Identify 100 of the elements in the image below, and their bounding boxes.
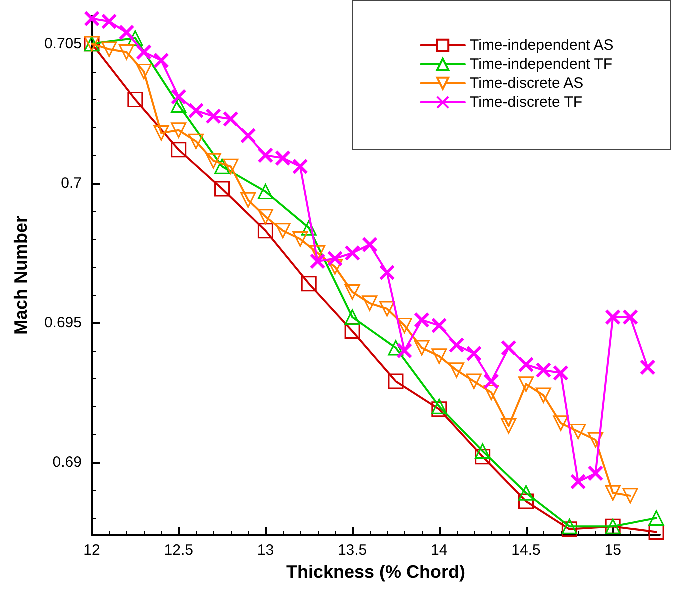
point [475, 444, 491, 460]
point [136, 44, 152, 60]
point [171, 142, 187, 158]
x-axis-title: Thickness (% Chord) [286, 562, 466, 582]
legend-label: Time-independent AS [470, 37, 614, 54]
point [536, 388, 552, 404]
point [562, 518, 578, 534]
point [414, 340, 430, 356]
point [128, 92, 144, 108]
point [518, 485, 534, 501]
point [128, 30, 144, 46]
point [622, 488, 638, 504]
x-tick-label: 12 [84, 542, 100, 559]
point [292, 158, 308, 175]
point [518, 356, 534, 373]
point [562, 522, 578, 538]
point [431, 318, 448, 334]
point [432, 398, 448, 414]
y-tick-label: 0.695 [44, 314, 82, 332]
point [414, 312, 430, 328]
point [379, 264, 396, 281]
point [640, 360, 656, 376]
point [301, 276, 317, 292]
x-tick-label: 13.5 [338, 542, 368, 559]
point [475, 449, 491, 465]
point [484, 374, 500, 390]
point [388, 374, 404, 390]
point [588, 432, 604, 448]
point [275, 223, 291, 239]
point [396, 318, 412, 334]
point [101, 14, 118, 30]
point [518, 494, 534, 510]
point [622, 309, 638, 326]
point [214, 181, 230, 197]
point [310, 254, 326, 270]
point [327, 250, 344, 267]
point [310, 245, 326, 261]
point [570, 474, 586, 490]
point [380, 301, 396, 317]
point [396, 342, 413, 359]
point [362, 296, 378, 312]
x-tick-label: 12.5 [164, 542, 194, 559]
point [466, 346, 482, 362]
point [188, 134, 204, 150]
point [171, 122, 187, 138]
point [258, 209, 274, 225]
point [448, 337, 465, 354]
point [605, 309, 622, 326]
y-tick-label: 0.705 [44, 35, 82, 52]
x-tick-label: 15 [604, 542, 622, 559]
point [206, 153, 222, 169]
point [170, 88, 187, 105]
point [605, 485, 621, 501]
point [292, 231, 308, 247]
point [432, 348, 448, 364]
legend-label: Time-discrete TF [470, 94, 583, 111]
point [206, 108, 222, 124]
point [240, 128, 256, 144]
x-tick-label: 14.5 [512, 542, 541, 559]
point [466, 374, 482, 390]
point [84, 10, 100, 27]
y-tick-label: 0.69 [52, 454, 82, 471]
point [344, 245, 361, 262]
point [484, 384, 500, 400]
point [275, 150, 292, 166]
y-tick-label: 0.7 [61, 174, 82, 192]
point [240, 192, 256, 208]
legend-label: Time-discrete AS [470, 75, 584, 92]
point [258, 148, 274, 164]
y-axis-title: Mach Number [11, 216, 31, 336]
point [136, 64, 152, 80]
point [648, 510, 664, 526]
point [258, 184, 274, 200]
point [223, 158, 239, 174]
legend-label: Time-independent TF [470, 56, 613, 73]
point [214, 158, 230, 174]
point [344, 310, 360, 326]
point [432, 402, 448, 418]
point [536, 362, 552, 378]
point [570, 424, 586, 440]
point [153, 52, 170, 69]
point [518, 376, 534, 392]
point [501, 418, 517, 434]
point [553, 416, 569, 432]
x-tick-label: 13 [257, 542, 274, 559]
point [552, 365, 569, 382]
point [222, 111, 239, 128]
point [449, 362, 465, 378]
point [588, 466, 604, 482]
point [154, 125, 170, 141]
x-tick-label: 14 [431, 542, 448, 559]
point [388, 340, 404, 356]
point [301, 220, 317, 236]
point [258, 223, 274, 239]
point [171, 98, 187, 114]
point [362, 236, 378, 253]
point [118, 24, 135, 41]
point [118, 44, 134, 60]
point [344, 284, 360, 300]
point [102, 42, 118, 58]
